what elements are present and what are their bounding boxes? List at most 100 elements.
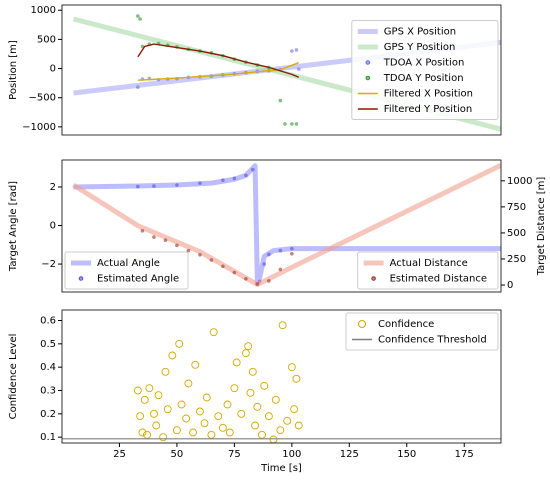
data-point: [140, 229, 145, 233]
data-point: [262, 262, 267, 266]
series-band: [72, 162, 501, 287]
data-point: [136, 184, 140, 189]
data-point: [283, 122, 287, 126]
y-tick-label: −1000: [22, 122, 56, 133]
confidence-point: [175, 339, 184, 348]
legend-label: Actual Distance: [390, 258, 468, 269]
data-point: [290, 246, 294, 251]
confidence-point: [232, 358, 241, 367]
confidence-point: [154, 391, 163, 400]
x-tick-label: 175: [455, 449, 474, 460]
plot-frame: [61, 309, 502, 444]
data-point: [290, 49, 294, 53]
data-point: [138, 17, 142, 21]
data-point: [267, 252, 271, 257]
confidence-point: [149, 409, 158, 418]
y-tick-label: 500: [37, 34, 56, 45]
confidence-point: [133, 386, 142, 395]
confidence-point: [140, 395, 149, 404]
y2-tick-label: 1000: [507, 176, 532, 187]
confidence-point: [145, 384, 154, 393]
data-point: [267, 279, 271, 283]
y-tick-label: 1000: [31, 5, 56, 16]
x-axis-label: Time [s]: [260, 463, 302, 474]
data-point: [163, 238, 168, 243]
legend-label: Actual Angle: [97, 258, 160, 269]
data-point: [175, 243, 179, 248]
data-point: [209, 258, 214, 262]
legend-symbol: [358, 320, 366, 328]
y-tick-label: 0.5: [40, 339, 56, 350]
y-tick-label: 0: [50, 64, 56, 75]
data-point: [221, 178, 225, 183]
x-tick-label: 125: [340, 449, 359, 460]
confidence-point: [161, 367, 170, 376]
legend: Actual Distance Estimated Distance: [357, 251, 499, 290]
confidence-point: [152, 421, 161, 430]
y-tick-label: 0.1: [40, 432, 56, 443]
confidence-point: [283, 416, 292, 425]
x-tick-label: 75: [228, 449, 241, 460]
confidence-point: [163, 405, 172, 414]
data-point: [244, 276, 248, 281]
data-point: [250, 167, 255, 172]
confidence-point: [189, 428, 197, 437]
confidence-point: [276, 426, 285, 435]
confidence-point: [184, 379, 193, 388]
confidence-point: [195, 407, 204, 416]
data-point: [278, 98, 283, 103]
confidence-point: [269, 435, 278, 443]
y-axis-label: Confidence Level: [8, 334, 19, 420]
data-point: [290, 122, 294, 126]
confidence-point: [251, 421, 260, 430]
confidence-point: [278, 321, 287, 330]
y-axis-label: Target Angle [rad]: [8, 181, 19, 272]
confidence-point: [253, 402, 262, 411]
y2-tick-label: 500: [507, 228, 526, 239]
confidence-point: [191, 360, 200, 369]
panel: −2 0 2 0 250 500 750 1000 Target Angle [rad] Targ…: [8, 159, 547, 293]
plot-frame: [61, 159, 502, 293]
legend-label: Filtered Y Position: [384, 104, 472, 115]
legend-box: [351, 20, 499, 120]
confidence-point: [287, 363, 296, 372]
y-tick-label: −500: [29, 93, 56, 104]
confidence-point: [225, 428, 234, 437]
confidence-point: [294, 421, 303, 430]
data-point: [221, 264, 225, 269]
confidence-point: [244, 342, 253, 351]
legend-box: [64, 251, 189, 290]
data-point: [294, 122, 299, 126]
data-point: [296, 67, 301, 71]
panel: −1000 −500 0 500 1000 Position [m] GPS X Posit…: [8, 4, 502, 136]
y2-tick-label: 250: [507, 254, 526, 265]
confidence-point: [136, 412, 145, 421]
legend-symbol: [365, 60, 371, 65]
panel: 0.1 0.2 0.3 0.4 0.5 0.6 25 50 75 100 125 150 175 Conf…: [8, 309, 502, 474]
confidence-point: [138, 428, 147, 437]
y-tick-label: −2: [41, 259, 56, 270]
y-tick-label: 0.4: [40, 362, 56, 373]
data-point: [255, 282, 260, 286]
legend-box: [345, 312, 499, 351]
legend-label: Confidence: [378, 319, 434, 330]
confidence-point: [292, 374, 301, 383]
confidence-point: [241, 349, 250, 358]
data-point: [152, 184, 156, 188]
y-tick-label: 0.2: [40, 409, 56, 420]
plot-frame: [61, 4, 502, 136]
y-axis-label: Position [m]: [8, 40, 19, 100]
data-point: [175, 183, 179, 187]
legend-label: GPS Y Position: [384, 42, 456, 53]
legend-label: Confidence Threshold: [378, 335, 487, 346]
confidence-point: [260, 381, 269, 390]
data-point: [152, 235, 156, 239]
confidence-point: [209, 328, 218, 337]
confidence-point: [207, 430, 216, 439]
confidence-point: [202, 393, 211, 402]
data-point: [186, 248, 191, 253]
x-tick-label: 25: [113, 449, 126, 460]
confidence-point: [182, 414, 191, 423]
data-point: [278, 267, 283, 272]
legend-symbol: [365, 75, 371, 81]
